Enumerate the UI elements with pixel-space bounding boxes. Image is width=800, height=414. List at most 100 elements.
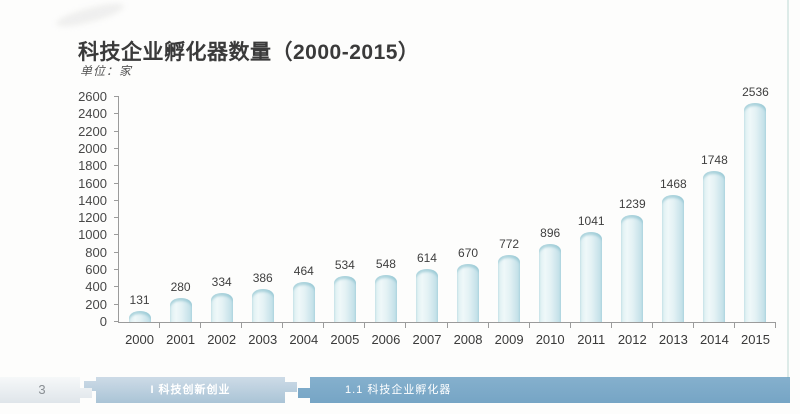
y-tick-mark <box>114 286 119 288</box>
bar-value-label: 280 <box>170 279 191 294</box>
y-axis: 0 200 400 600 800 1000 1200 1400 1600 1800 2000 220… <box>69 90 113 329</box>
bar <box>580 231 603 322</box>
bar-value-label: 1239 <box>618 196 646 211</box>
y-tick-mark <box>114 96 119 97</box>
footer-band <box>0 377 790 403</box>
y-tick-label: 1400 <box>78 192 107 208</box>
bar <box>662 194 685 322</box>
y-tick-label: 1800 <box>78 158 107 174</box>
bar <box>415 268 438 322</box>
plot-area: 0 200 400 600 800 1000 1200 1400 1600 1800 2000 220… <box>78 85 777 347</box>
bar-value-label: 2536 <box>742 84 769 99</box>
x-axis-tick-label: 2002 <box>207 332 237 347</box>
x-axis-tick-label: 2010 <box>535 332 565 347</box>
scan-page-edge <box>787 0 789 378</box>
footer-subsection-segment <box>298 377 790 403</box>
x-axis-tick-label: 2003 <box>248 332 278 347</box>
y-tick-mark <box>114 147 119 149</box>
bar-value-label: 534 <box>334 257 355 272</box>
y-tick-label: 0 <box>99 314 107 329</box>
y-tick-label: 1000 <box>78 227 107 243</box>
bar-column: 534 2005 <box>324 97 366 347</box>
y-tick-mark <box>114 234 119 236</box>
bar <box>621 214 644 322</box>
y-tick-mark <box>114 303 119 305</box>
chart-title: 科技企业孵化器数量（2000-2015） <box>78 41 420 65</box>
footer-page-segment <box>0 377 92 403</box>
bar-column: 334 2002 <box>201 97 243 347</box>
bar <box>498 255 521 322</box>
y-tick-label: 1200 <box>78 210 107 226</box>
x-axis-tick-label: 2000 <box>125 332 154 347</box>
bar <box>292 281 315 322</box>
x-axis-tick-label: 2014 <box>699 332 729 347</box>
bar-column: 896 2010 <box>530 97 571 347</box>
bar-value-label: 772 <box>499 237 520 252</box>
bar-value-label: 896 <box>540 226 561 241</box>
unit-label: 单位：家 <box>80 64 133 78</box>
y-tick-mark <box>114 165 119 167</box>
bar <box>251 288 274 322</box>
x-axis-tick-label: 2009 <box>494 332 524 347</box>
bar-value-label: 334 <box>211 275 232 290</box>
bar-value-label: 1041 <box>577 213 605 228</box>
x-axis-tick-label: 2008 <box>453 332 483 347</box>
bar <box>457 264 480 322</box>
x-axis-tick-label: 2011 <box>577 332 606 347</box>
x-axis-tick-label: 2001 <box>166 332 196 347</box>
bar-column: 548 2006 <box>365 97 407 347</box>
y-tick-label: 600 <box>85 262 107 278</box>
bar-column: 1468 2013 <box>653 97 694 347</box>
x-axis-tick-label: 2015 <box>741 332 770 347</box>
x-axis-tick-label: 2005 <box>330 332 360 347</box>
bar-column: 614 2007 <box>406 97 448 347</box>
bar-value-label: 548 <box>375 256 396 271</box>
bar <box>539 244 562 322</box>
bar <box>333 275 356 322</box>
y-tick-label: 200 <box>85 296 107 312</box>
y-tick-label: 2200 <box>78 123 107 139</box>
scan-artifact <box>54 0 126 31</box>
y-tick-label: 2000 <box>78 140 107 156</box>
bar-column: 2536 2015 <box>735 85 777 347</box>
bar-value-label: 386 <box>252 270 273 285</box>
bar <box>374 274 397 322</box>
bar-value-label: 1468 <box>659 176 687 191</box>
y-tick-label: 400 <box>85 279 107 295</box>
footer-section-segment <box>84 377 297 403</box>
y-tick-mark <box>114 182 119 184</box>
bar-column: 772 2009 <box>489 97 530 347</box>
bar-column: 1239 2012 <box>612 97 653 347</box>
page-number: 3 <box>38 382 46 397</box>
footer-section-label: I 科技创新创业 <box>150 384 231 396</box>
y-tick-mark <box>114 269 119 271</box>
y-tick-label: 2400 <box>78 106 107 122</box>
y-tick-label: 800 <box>85 244 107 260</box>
bar-value-label: 464 <box>293 263 314 278</box>
bar-column: 1041 2011 <box>571 97 612 347</box>
bar <box>128 310 151 322</box>
bar-value-label: 131 <box>129 292 150 307</box>
y-tick-label: 2600 <box>78 89 107 104</box>
bar-column: 386 2003 <box>242 97 284 347</box>
y-tick-mark <box>114 130 119 132</box>
bar-column: 280 2001 <box>160 97 202 347</box>
bar-value-label: 670 <box>458 246 479 261</box>
bar <box>210 293 233 322</box>
y-tick-label: 1600 <box>78 175 107 191</box>
bar <box>744 102 767 322</box>
bar <box>169 297 192 322</box>
footer-subsection-label: 1.1 科技企业孵化器 <box>345 384 452 396</box>
y-tick-mark <box>114 217 119 219</box>
y-tick-mark <box>114 199 119 201</box>
bar-column: 1748 2014 <box>694 97 736 347</box>
y-tick-mark <box>114 113 119 115</box>
y-tick-mark <box>114 251 119 253</box>
x-axis-tick-label: 2012 <box>617 332 647 347</box>
x-axis-tick-label: 2004 <box>289 332 319 347</box>
bar-column: 464 2004 <box>283 97 325 347</box>
bar-value-label: 1748 <box>701 152 728 167</box>
x-axis-tick-label: 2013 <box>658 332 688 347</box>
x-axis-tick-label: 2006 <box>371 332 401 347</box>
